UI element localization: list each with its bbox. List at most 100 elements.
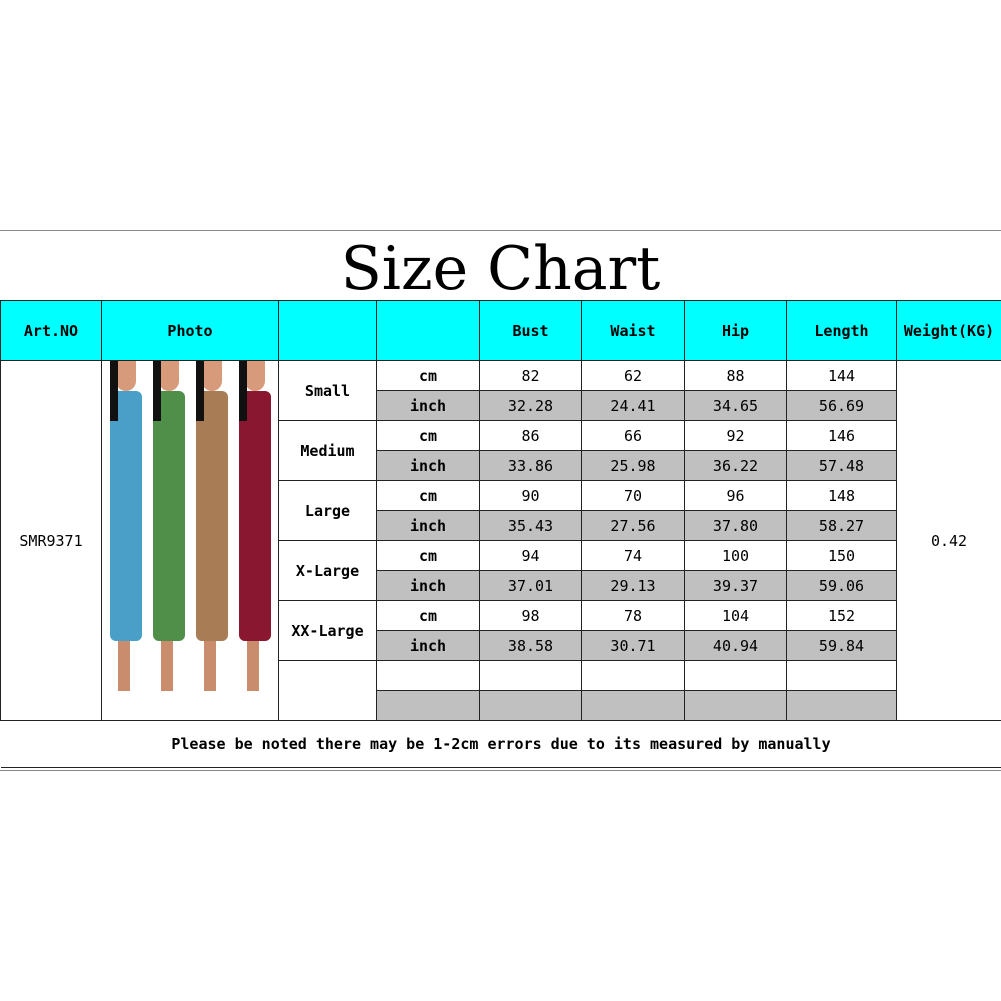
model-figure — [147, 361, 190, 700]
size-row: X-Large cm 94 74 100 150 — [1, 540, 1001, 601]
measurement-cell: 37.80 — [684, 510, 787, 541]
header-length: Length — [786, 300, 897, 361]
measurement-cell: 34.65 — [684, 390, 787, 421]
measurement-cell: 59.84 — [786, 630, 897, 661]
empty-row — [1, 660, 1001, 721]
size-row: inch 37.01 29.13 39.37 59.06 — [1, 570, 1001, 601]
measurement-cell: 36.22 — [684, 450, 787, 481]
measurement-cell: 150 — [786, 540, 897, 571]
header-waist: Waist — [581, 300, 685, 361]
size-row: inch 33.86 25.98 36.22 57.48 — [1, 450, 1001, 481]
size-table: Art.NO Photo Bust Waist Hip Length Weigh… — [0, 300, 1001, 768]
empty-cell — [376, 660, 480, 691]
header-unit — [376, 300, 480, 361]
measurement-cell: 144 — [786, 360, 897, 391]
empty-cell — [479, 660, 582, 691]
header-size — [278, 300, 377, 361]
size-name: Medium — [278, 420, 377, 481]
measurement-cell: 29.13 — [581, 570, 685, 601]
empty-cell — [684, 660, 787, 691]
empty-cell — [684, 690, 787, 721]
unit-label: cm — [376, 540, 480, 571]
empty-cell — [581, 660, 685, 691]
header-weight: Weight(KG) — [896, 300, 1001, 361]
measurement-cell: 146 — [786, 420, 897, 451]
measurement-cell: 90 — [479, 480, 582, 511]
footer-note: Please be noted there may be 1-2cm error… — [0, 720, 1001, 768]
unit-label: inch — [376, 390, 480, 421]
measurement-cell: 94 — [479, 540, 582, 571]
measurement-cell: 37.01 — [479, 570, 582, 601]
size-chart: Size Chart Art.NO Photo Bust Waist Hip L… — [0, 230, 1001, 771]
measurement-cell: 24.41 — [581, 390, 685, 421]
measurement-cell: 78 — [581, 600, 685, 631]
measurement-cell: 27.56 — [581, 510, 685, 541]
measurement-cell: 40.94 — [684, 630, 787, 661]
unit-label: inch — [376, 630, 480, 661]
unit-label: cm — [376, 360, 480, 391]
header-photo: Photo — [101, 300, 279, 361]
measurement-cell: 32.28 — [479, 390, 582, 421]
measurement-cell: 104 — [684, 600, 787, 631]
unit-label: cm — [376, 480, 480, 511]
size-name: X-Large — [278, 540, 377, 601]
header-art-no: Art.NO — [0, 300, 102, 361]
measurement-cell: 148 — [786, 480, 897, 511]
measurement-cell: 38.58 — [479, 630, 582, 661]
measurement-cell: 56.69 — [786, 390, 897, 421]
model-figure — [233, 361, 276, 700]
size-row: inch 38.58 30.71 40.94 59.84 — [1, 630, 1001, 661]
size-row: inch 32.28 24.41 34.65 56.69 — [1, 390, 1001, 421]
empty-row — [1, 690, 1001, 721]
unit-label: cm — [376, 420, 480, 451]
measurement-cell: 62 — [581, 360, 685, 391]
empty-size-cell — [278, 660, 377, 721]
unit-label: inch — [376, 450, 480, 481]
measurement-cell: 100 — [684, 540, 787, 571]
unit-label: inch — [376, 510, 480, 541]
size-row: Medium cm 86 66 92 146 — [1, 420, 1001, 481]
measurement-cell: 70 — [581, 480, 685, 511]
measurement-cell: 66 — [581, 420, 685, 451]
product-photo — [104, 361, 276, 699]
model-figure — [104, 361, 147, 700]
empty-cell — [786, 660, 897, 691]
measurement-cell: 98 — [479, 600, 582, 631]
empty-cell — [376, 690, 480, 721]
measurement-cell: 57.48 — [786, 450, 897, 481]
measurement-cell: 33.86 — [479, 450, 582, 481]
model-figure — [190, 361, 233, 700]
measurement-cell: 59.06 — [786, 570, 897, 601]
weight-cell: 0.42 — [896, 360, 1001, 721]
size-row: Large cm 90 70 96 148 — [1, 480, 1001, 541]
header-bust: Bust — [479, 300, 582, 361]
measurement-cell: 92 — [684, 420, 787, 451]
measurement-cell: 58.27 — [786, 510, 897, 541]
empty-cell — [479, 690, 582, 721]
measurement-cell: 152 — [786, 600, 897, 631]
product-photo-cell — [101, 360, 279, 721]
empty-cell — [786, 690, 897, 721]
header-hip: Hip — [684, 300, 787, 361]
size-row: SMR9371 Small cm 82 62 88 144 0.42 — [0, 360, 1001, 721]
header-row: Art.NO Photo Bust Waist Hip Length Weigh… — [0, 300, 1001, 361]
measurement-cell: 25.98 — [581, 450, 685, 481]
measurement-cell: 39.37 — [684, 570, 787, 601]
size-row: inch 35.43 27.56 37.80 58.27 — [1, 510, 1001, 541]
size-name: XX-Large — [278, 600, 377, 661]
footer-row: Please be noted there may be 1-2cm error… — [0, 720, 1001, 768]
measurement-cell: 35.43 — [479, 510, 582, 541]
measurement-cell: 74 — [581, 540, 685, 571]
size-name: Small — [278, 360, 377, 421]
size-name: Large — [278, 480, 377, 541]
measurement-cell: 82 — [479, 360, 582, 391]
chart-title: Size Chart — [340, 234, 661, 304]
measurement-cell: 96 — [684, 480, 787, 511]
size-row: XX-Large cm 98 78 104 152 — [1, 600, 1001, 661]
art-no-cell: SMR9371 — [0, 360, 102, 721]
unit-label: cm — [376, 600, 480, 631]
measurement-cell: 86 — [479, 420, 582, 451]
measurement-cell: 30.71 — [581, 630, 685, 661]
empty-cell — [581, 690, 685, 721]
unit-label: inch — [376, 570, 480, 601]
